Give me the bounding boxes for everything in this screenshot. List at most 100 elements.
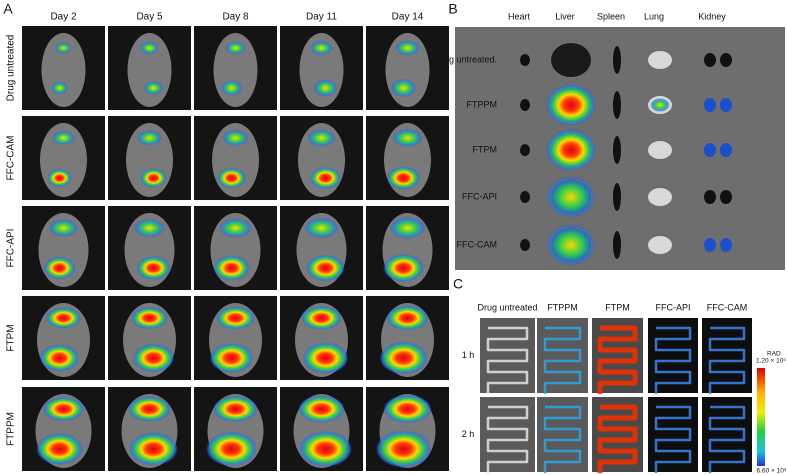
lung [648, 236, 672, 254]
signal [301, 305, 342, 331]
heart [520, 99, 530, 111]
row-label: 2 h [462, 429, 475, 439]
liver-signal [546, 84, 596, 126]
panel-label: A [3, 1, 13, 17]
signal [51, 81, 68, 95]
intestine [486, 405, 529, 473]
signal [216, 306, 255, 330]
signal [39, 344, 80, 372]
kidney [704, 238, 716, 252]
row-label: FTPPM [467, 99, 498, 109]
signal [390, 78, 417, 98]
signal [306, 254, 345, 282]
spleen [613, 91, 621, 119]
colorbar [757, 368, 765, 466]
column-header: Day 8 [222, 12, 249, 23]
colorbar-max: 1.20 × 10⁵ [756, 358, 786, 365]
signal [302, 342, 349, 374]
kidney [704, 190, 716, 204]
signal [130, 306, 169, 330]
signal [213, 255, 250, 281]
kidney [704, 98, 716, 112]
column-header: Day 11 [306, 12, 337, 23]
heart [520, 54, 530, 66]
signal [389, 217, 426, 239]
panels: A Day 2 Day 5 Day 8 Day 11 Day 14 Drug untreat… [3, 1, 787, 475]
row-label: Drug untreated. [434, 54, 497, 64]
liver-signal [546, 129, 596, 171]
spleen [613, 46, 621, 74]
row-label: FFC-API [462, 191, 497, 201]
signal [209, 342, 254, 374]
signal [307, 129, 336, 147]
signal [375, 430, 432, 468]
signal [51, 130, 76, 146]
signal [310, 41, 333, 55]
signal [383, 253, 424, 283]
signal [225, 41, 246, 55]
signal [47, 169, 72, 187]
intestine [708, 405, 746, 473]
signal [205, 431, 258, 467]
signal [140, 42, 159, 54]
intestine [654, 326, 692, 394]
signal [298, 395, 345, 423]
signal [127, 396, 172, 422]
signal [313, 79, 338, 97]
signal [219, 218, 252, 238]
signal [304, 217, 339, 239]
heart [520, 191, 530, 203]
signal [386, 305, 429, 331]
column-header: Day 2 [50, 12, 77, 23]
kidney [720, 190, 732, 204]
column-header: FTPM [605, 302, 630, 312]
signal [222, 129, 249, 147]
signal [55, 42, 72, 54]
column-header: Spleen [597, 11, 625, 21]
signal [395, 40, 420, 56]
intestine [597, 325, 638, 394]
row-label: FTPM [6, 324, 17, 351]
signal [386, 166, 421, 190]
spleen [613, 136, 621, 164]
column-header: Lung [644, 11, 664, 21]
kidney [720, 53, 732, 67]
column-header: Day 14 [392, 12, 424, 23]
panel-label: B [448, 1, 457, 17]
signal [309, 167, 342, 189]
kidney [704, 53, 716, 67]
signal [48, 219, 79, 237]
colorbar-min: 6.60 × 10³ [757, 468, 787, 475]
signal [383, 394, 432, 424]
column-header: FFC-CAM [707, 302, 748, 312]
heart [520, 239, 530, 251]
row-label: 1 h [462, 350, 475, 360]
intestine [543, 405, 582, 473]
signal [43, 256, 76, 280]
column-header: Day 5 [136, 12, 163, 23]
signal [137, 130, 162, 146]
signal [45, 307, 82, 329]
kidney [720, 238, 732, 252]
row-label: FFC-API [6, 229, 17, 268]
signal [133, 218, 166, 238]
lung [648, 141, 672, 159]
intestine [543, 326, 582, 394]
column-header: FFC-API [656, 302, 691, 312]
signal [132, 343, 175, 373]
column-header: Liver [555, 11, 575, 21]
panel-label: C [453, 276, 463, 292]
intestine [654, 405, 692, 473]
kidney [720, 143, 732, 157]
lung-signal [650, 98, 670, 112]
signal [220, 80, 243, 96]
intestine [486, 326, 529, 394]
spleen [613, 183, 621, 211]
signal [42, 396, 85, 422]
row-label: FFC-CAM [6, 136, 17, 181]
row-label: Drug untreated [6, 35, 17, 102]
signal [212, 395, 259, 423]
liver [551, 43, 591, 77]
kidney [720, 98, 732, 112]
